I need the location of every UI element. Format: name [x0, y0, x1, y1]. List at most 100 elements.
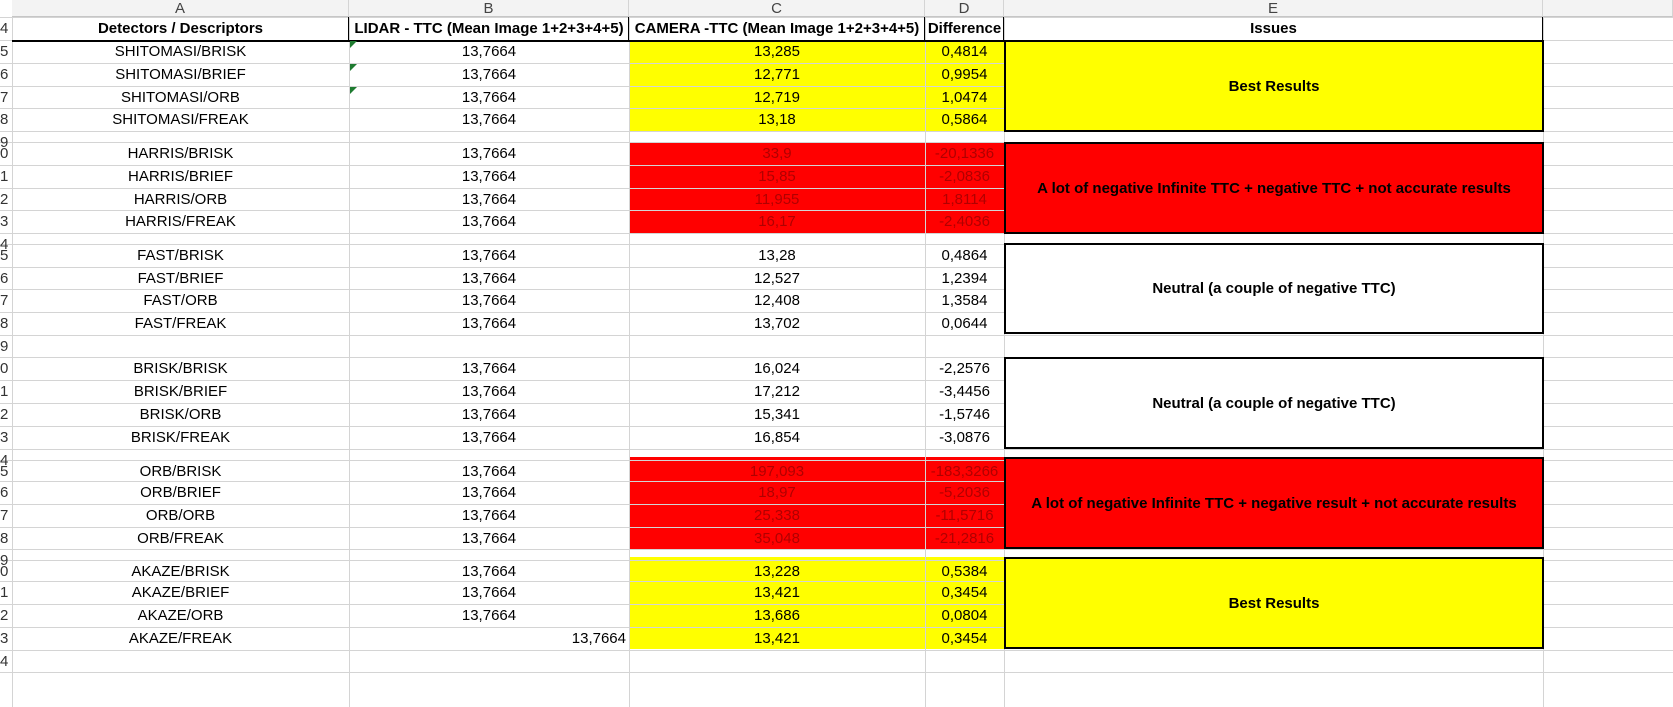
row-number[interactable]: 3: [0, 212, 9, 230]
detector-descriptor-cell[interactable]: FAST/ORB: [143, 291, 218, 309]
detector-descriptor-cell[interactable]: SHITOMASI/ORB: [121, 88, 240, 106]
camera-ttc-cell[interactable]: 33,9: [762, 144, 792, 162]
detector-descriptor-cell[interactable]: BRISK/BRIEF: [133, 382, 228, 400]
column-header-a[interactable]: A: [12, 0, 349, 17]
difference-cell[interactable]: 1,2394: [941, 269, 988, 287]
camera-ttc-cell[interactable]: 16,17: [758, 212, 796, 230]
difference-cell[interactable]: -11,5716: [935, 506, 994, 524]
difference-cell[interactable]: -5,2036: [939, 483, 990, 501]
header-cell-c[interactable]: CAMERA -TTC (Mean Image 1+2+3+4+5): [634, 20, 920, 37]
row-number[interactable]: 3: [0, 428, 9, 446]
camera-ttc-cell[interactable]: 25,338: [754, 506, 800, 524]
detector-descriptor-cell[interactable]: BRISK/ORB: [139, 405, 222, 423]
camera-ttc-cell[interactable]: 12,527: [754, 269, 800, 287]
row-number[interactable]: 5: [0, 462, 9, 480]
lidar-ttc-cell[interactable]: 13,7664: [461, 405, 517, 423]
camera-ttc-cell[interactable]: 11,955: [754, 190, 800, 208]
lidar-ttc-cell[interactable]: 13,7664: [461, 212, 517, 230]
detector-descriptor-cell[interactable]: BRISK/BRISK: [133, 359, 228, 377]
row-number[interactable]: 1: [0, 583, 9, 601]
lidar-ttc-cell[interactable]: 13,7664: [461, 506, 517, 524]
row-number[interactable]: 8: [0, 110, 9, 128]
detector-descriptor-cell[interactable]: HARRIS/FREAK: [125, 212, 236, 230]
detector-descriptor-cell[interactable]: BRISK/FREAK: [130, 428, 231, 446]
issue-merged-cell[interactable]: A lot of negative Infinite TTC + negativ…: [1004, 142, 1544, 234]
difference-cell[interactable]: 0,0804: [941, 606, 988, 624]
row-number[interactable]: 5: [0, 42, 9, 60]
difference-cell[interactable]: -3,4456: [939, 382, 990, 400]
row-number[interactable]: 6: [0, 483, 9, 501]
difference-cell[interactable]: 0,4864: [941, 246, 988, 264]
detector-descriptor-cell[interactable]: ORB/ORB: [145, 506, 216, 524]
detector-descriptor-cell[interactable]: ORB/BRIEF: [140, 483, 221, 501]
difference-cell[interactable]: 0,0644: [941, 314, 988, 332]
difference-cell[interactable]: -1,5746: [939, 405, 990, 423]
camera-ttc-cell[interactable]: 13,18: [758, 110, 796, 128]
camera-ttc-cell[interactable]: 12,771: [754, 65, 800, 83]
difference-cell[interactable]: -2,0836: [939, 167, 990, 185]
difference-cell[interactable]: -20,1336: [934, 144, 995, 162]
lidar-ttc-cell[interactable]: 13,7664: [461, 314, 517, 332]
lidar-ttc-cell[interactable]: 13,7664: [461, 529, 517, 547]
difference-cell[interactable]: 1,8114: [942, 190, 987, 208]
lidar-ttc-cell[interactable]: 13,7664: [461, 144, 517, 162]
row-number[interactable]: 2: [0, 190, 9, 208]
difference-cell[interactable]: 0,9954: [941, 65, 988, 83]
error-indicator-icon[interactable]: [350, 64, 357, 71]
header-cell-d[interactable]: Difference: [927, 20, 1002, 37]
lidar-ttc-cell[interactable]: 13,7664: [461, 462, 517, 480]
row-number[interactable]: 8: [0, 314, 9, 332]
row-number[interactable]: 0: [0, 144, 9, 162]
row-number[interactable]: 1: [0, 167, 9, 185]
detector-descriptor-cell[interactable]: HARRIS/ORB: [133, 190, 228, 208]
detector-descriptor-cell[interactable]: FAST/FREAK: [134, 314, 227, 332]
detector-descriptor-cell[interactable]: ORB/FREAK: [137, 529, 224, 547]
difference-cell[interactable]: -183,3266: [930, 462, 999, 480]
lidar-ttc-cell[interactable]: 13,7664: [461, 167, 517, 185]
camera-ttc-cell[interactable]: 13,702: [754, 314, 800, 332]
lidar-ttc-cell[interactable]: 13,7664: [461, 291, 517, 309]
header-cell-b[interactable]: LIDAR - TTC (Mean Image 1+2+3+4+5): [354, 20, 624, 37]
row-number[interactable]: 6: [0, 269, 9, 287]
lidar-ttc-cell[interactable]: 13,7664: [461, 382, 517, 400]
row-number[interactable]: 4: [0, 451, 9, 469]
issue-merged-cell[interactable]: A lot of negative Infinite TTC + negativ…: [1004, 457, 1544, 549]
lidar-ttc-cell[interactable]: 13,7664: [461, 583, 517, 601]
detector-descriptor-cell[interactable]: AKAZE/BRISK: [131, 562, 230, 580]
detector-descriptor-cell[interactable]: SHITOMASI/BRIEF: [115, 65, 246, 83]
header-cell-a[interactable]: Detectors / Descriptors: [97, 20, 264, 37]
row-number[interactable]: 9: [0, 551, 9, 569]
camera-ttc-cell[interactable]: 17,212: [754, 382, 800, 400]
difference-cell[interactable]: 0,3454: [941, 629, 988, 647]
lidar-ttc-cell[interactable]: 13,7664: [461, 110, 517, 128]
camera-ttc-cell[interactable]: 13,285: [754, 42, 800, 60]
error-indicator-icon[interactable]: [350, 87, 357, 94]
lidar-ttc-cell[interactable]: 13,7664: [461, 359, 517, 377]
detector-descriptor-cell[interactable]: FAST/BRIEF: [137, 269, 224, 287]
difference-cell[interactable]: 0,3454: [941, 583, 988, 601]
column-header-e[interactable]: E: [1004, 0, 1543, 17]
lidar-ttc-cell[interactable]: 13,7664: [461, 428, 517, 446]
row-number[interactable]: 2: [0, 606, 9, 624]
column-header-b[interactable]: B: [349, 0, 629, 17]
lidar-ttc-cell[interactable]: 13,7664: [461, 42, 517, 60]
lidar-ttc-cell[interactable]: 13,7664: [461, 269, 517, 287]
difference-cell[interactable]: 0,5384: [941, 562, 988, 580]
difference-cell[interactable]: 1,0474: [941, 88, 988, 106]
row-number[interactable]: 8: [0, 529, 9, 547]
lidar-ttc-cell[interactable]: 13,7664: [461, 65, 517, 83]
camera-ttc-cell[interactable]: 12,408: [754, 291, 800, 309]
lidar-ttc-cell[interactable]: 13,7664: [571, 629, 626, 647]
camera-ttc-cell[interactable]: 12,719: [754, 88, 800, 106]
row-number[interactable]: 5: [0, 246, 9, 264]
camera-ttc-cell[interactable]: 16,854: [754, 428, 800, 446]
detector-descriptor-cell[interactable]: ORB/BRISK: [139, 462, 222, 480]
row-number[interactable]: 4: [0, 652, 9, 670]
lidar-ttc-cell[interactable]: 13,7664: [461, 606, 517, 624]
row-number[interactable]: 9: [0, 337, 9, 355]
detector-descriptor-cell[interactable]: AKAZE/BRIEF: [131, 583, 230, 601]
camera-ttc-cell[interactable]: 13,421: [754, 629, 800, 647]
detector-descriptor-cell[interactable]: SHITOMASI/BRISK: [114, 42, 247, 60]
camera-ttc-cell[interactable]: 18,97: [758, 483, 796, 501]
